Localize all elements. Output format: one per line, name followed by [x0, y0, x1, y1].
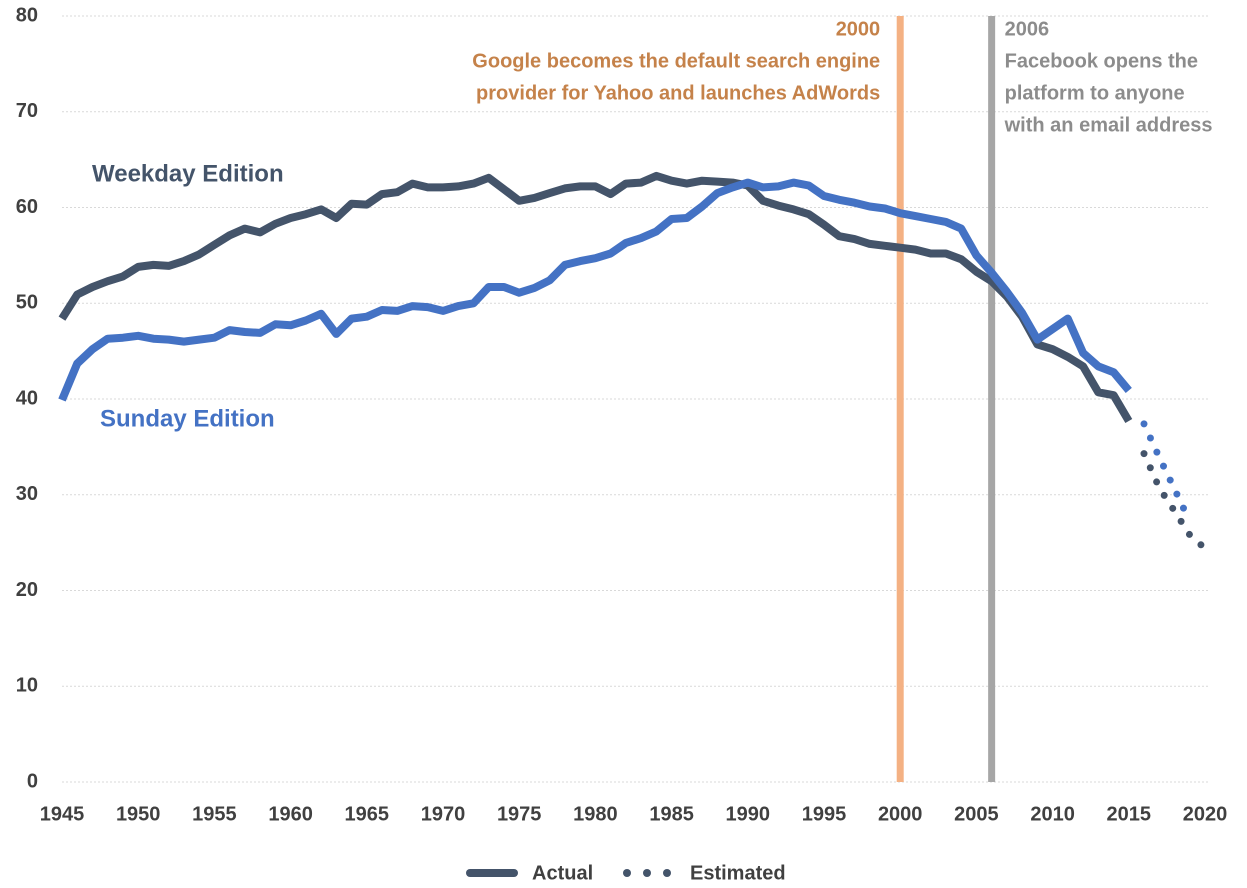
y-tick-label: 40 — [16, 387, 38, 409]
line-estimated — [1140, 450, 1209, 552]
y-tick-label: 0 — [27, 770, 38, 792]
annotation-text: provider for Yahoo and launches AdWords — [476, 82, 880, 104]
legend-swatch — [643, 869, 651, 877]
x-tick-label: 1965 — [345, 803, 390, 825]
x-tick-label: 2010 — [1030, 803, 1075, 825]
legend-swatch — [663, 869, 671, 877]
y-tick-label: 60 — [16, 196, 38, 218]
x-tick-label: 1980 — [573, 803, 618, 825]
x-tick-label: 2005 — [954, 803, 999, 825]
legend-label: Actual — [532, 862, 593, 884]
annotation-text: with an email address — [1004, 114, 1213, 136]
y-tick-label: 10 — [16, 675, 38, 697]
annotation-text: platform to anyone — [1005, 82, 1185, 104]
x-tick-label: 1950 — [116, 803, 161, 825]
annotation-text: Facebook opens the — [1005, 50, 1198, 72]
line-actual — [58, 171, 1133, 424]
x-tick-label: 1945 — [40, 803, 85, 825]
legend-label: Estimated — [690, 862, 786, 884]
series-label: Sunday Edition — [100, 405, 275, 432]
annotation-text: 2006 — [1005, 18, 1050, 40]
x-tick-label: 1955 — [192, 803, 237, 825]
y-tick-label: 70 — [16, 100, 38, 122]
legend-swatch — [623, 869, 631, 877]
x-tick-label: 1970 — [421, 803, 466, 825]
y-tick-label: 50 — [16, 292, 38, 314]
series-label: Weekday Edition — [92, 160, 284, 187]
y-tick-label: 80 — [16, 4, 38, 26]
x-tick-label: 2015 — [1107, 803, 1152, 825]
x-tick-label: 1990 — [726, 803, 771, 825]
annotation-text: 2000 — [836, 18, 881, 40]
x-tick-label: 1985 — [649, 803, 694, 825]
x-tick-label: 1995 — [802, 803, 847, 825]
x-tick-label: 1975 — [497, 803, 542, 825]
y-tick-label: 30 — [16, 483, 38, 505]
x-tick-label: 2020 — [1183, 803, 1228, 825]
x-tick-label: 2000 — [878, 803, 923, 825]
y-tick-label: 20 — [16, 579, 38, 601]
line-actual — [58, 178, 1132, 402]
line-estimated — [1140, 420, 1194, 526]
annotation-text: Google becomes the default search engine — [472, 50, 880, 72]
x-tick-label: 1960 — [268, 803, 313, 825]
